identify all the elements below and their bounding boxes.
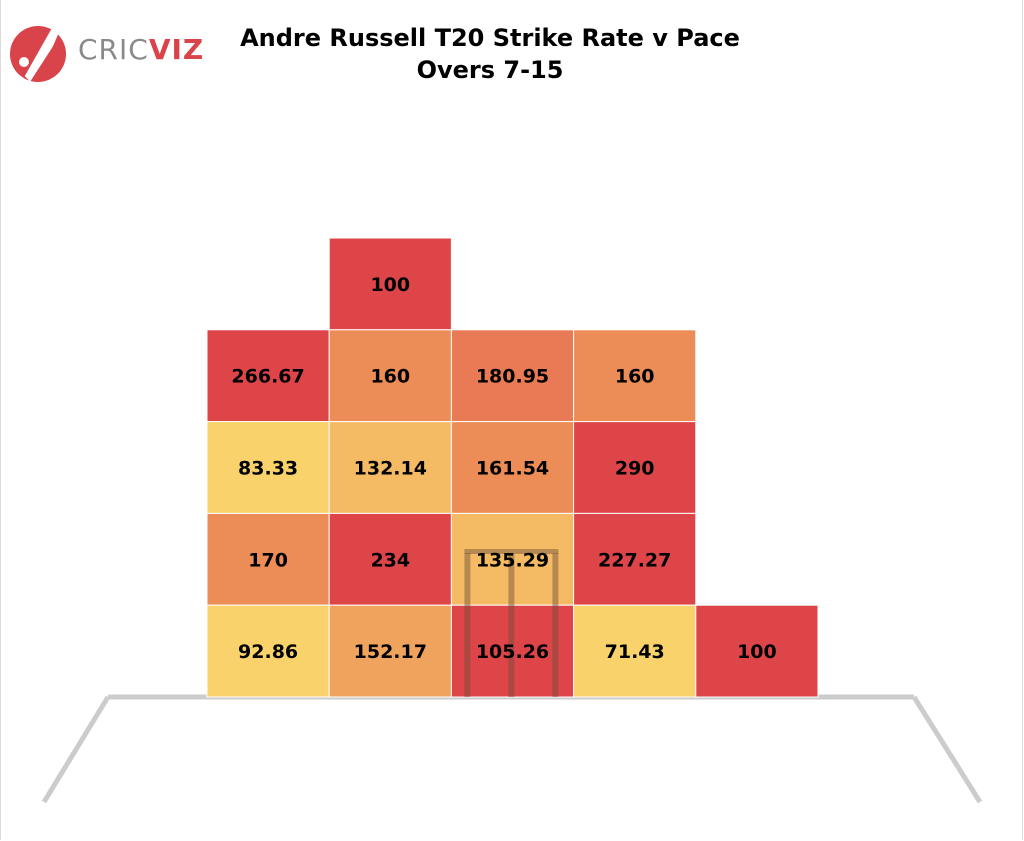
heatmap-cell bbox=[328, 329, 452, 423]
heatmap-cell-label: 135.29 bbox=[476, 549, 549, 571]
heatmap-cell-label: 160 bbox=[615, 366, 655, 388]
heatmap-cell-label: 152.17 bbox=[354, 641, 427, 663]
heatmap-cell-label: 100 bbox=[737, 641, 777, 663]
heatmap-cell bbox=[328, 512, 452, 606]
heatmap-labels: 100 266.67 160 180.95 160 83.33 132.14 161.54 29… bbox=[231, 274, 776, 663]
chart-subtitle: Overs 7-15 bbox=[416, 56, 564, 84]
stump bbox=[508, 553, 515, 697]
heatmap-cell bbox=[695, 604, 819, 698]
heatmap-cell-label: 160 bbox=[370, 366, 410, 388]
heatmap-cell bbox=[206, 329, 330, 423]
pitch-side-right bbox=[911, 695, 983, 804]
heatmap-cell bbox=[450, 329, 575, 423]
heatmap-cell-label: 71.43 bbox=[605, 641, 665, 663]
heatmap-cell bbox=[573, 512, 697, 606]
bails bbox=[464, 549, 559, 554]
heatmap-cell-label: 132.14 bbox=[354, 458, 427, 480]
cricket-bat-ball-icon bbox=[10, 24, 66, 82]
pitch-side-left bbox=[41, 695, 111, 804]
cricviz-logo: CRICVIZ bbox=[8, 18, 203, 88]
stumps bbox=[464, 549, 559, 697]
heatmap-cell-label: 83.33 bbox=[238, 458, 298, 480]
logo-text-viz: VIZ bbox=[148, 33, 205, 66]
pitch-outline bbox=[41, 694, 983, 804]
heatmap-cell-label: 234 bbox=[370, 549, 410, 571]
heatmap-cell-label: 105.26 bbox=[476, 641, 549, 663]
heatmap-cell bbox=[328, 421, 452, 514]
heatmap-cell-label: 100 bbox=[370, 274, 410, 296]
heatmap-cells bbox=[206, 237, 819, 698]
logo-text-cric: CRIC bbox=[78, 33, 149, 66]
heatmap-cell-label: 266.67 bbox=[231, 366, 304, 388]
heatmap-cell-label: 161.54 bbox=[476, 458, 549, 480]
heatmap-cell bbox=[206, 604, 330, 698]
heatmap-cell bbox=[573, 604, 697, 698]
heatmap-cell bbox=[573, 329, 697, 423]
chart-title: Andre Russell T20 Strike Rate v Pace Ove… bbox=[0, 22, 980, 86]
chart-title-line1: Andre Russell T20 Strike Rate v Pace bbox=[240, 24, 740, 52]
heatmap-cell bbox=[328, 237, 452, 331]
heatmap-cell-label: 290 bbox=[615, 458, 655, 480]
heatmap-cell bbox=[206, 512, 330, 606]
heatmap-cell-label: 180.95 bbox=[476, 366, 549, 388]
heatmap-cell-label: 227.27 bbox=[598, 549, 671, 571]
heatmap-cell bbox=[450, 421, 575, 514]
logo-text: CRICVIZ bbox=[78, 32, 204, 68]
stump bbox=[464, 553, 471, 697]
heatmap-cell-label: 170 bbox=[248, 549, 288, 571]
stump bbox=[552, 553, 559, 697]
heatmap-cell-label: 92.86 bbox=[238, 641, 298, 663]
heatmap-cell bbox=[328, 604, 452, 698]
heatmap-cell bbox=[573, 421, 697, 514]
